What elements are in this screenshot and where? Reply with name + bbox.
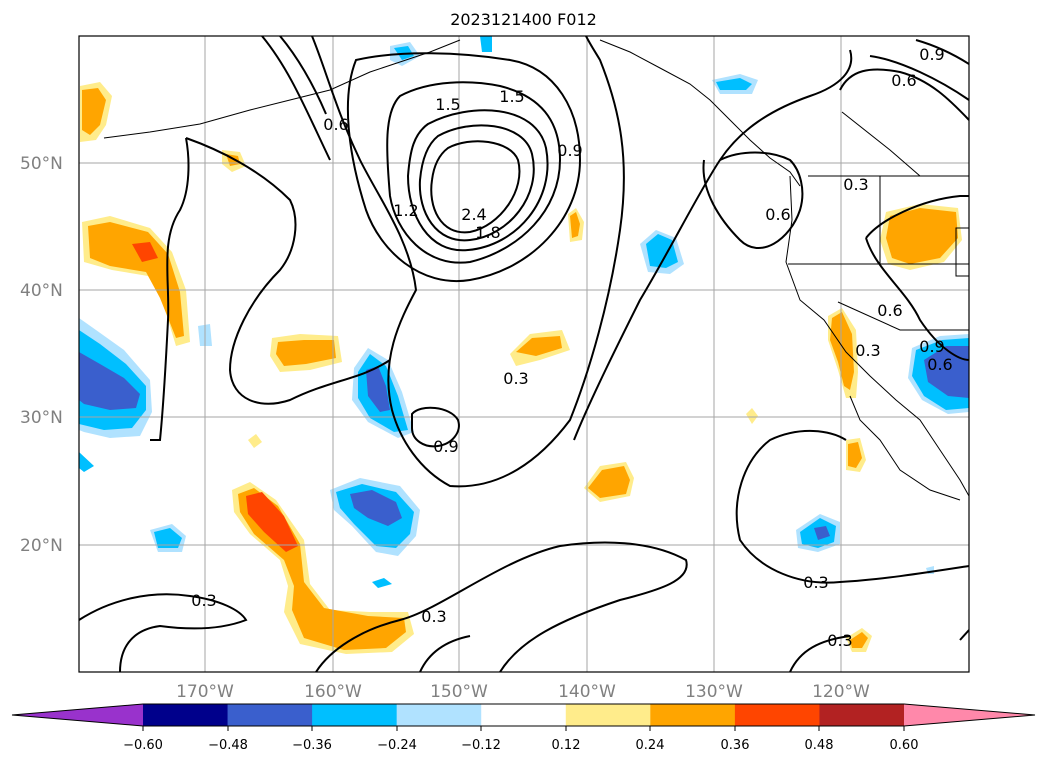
contour-label: 0.6 (927, 355, 952, 374)
colorbar-tick-label: −0.12 (461, 738, 501, 753)
colorbar: −0.60 −0.48 −0.36 −0.24 −0.12 0.12 0.24 … (11, 703, 1036, 753)
contour-label: 0.6 (765, 205, 790, 224)
longitude-labels: 170°W 160°W 150°W 140°W 130°W 120°W (176, 682, 870, 702)
contour-label: 1.2 (393, 201, 418, 220)
coastlines (103, 39, 969, 501)
colorbar-cell (650, 704, 736, 726)
gridlines (79, 36, 969, 672)
lat-label: 40°N (20, 281, 63, 301)
contour-label: 1.5 (435, 95, 460, 114)
colorbar-tick-label: 0.60 (890, 738, 919, 753)
contour-label: 0.9 (919, 337, 944, 356)
colorbar-ticks: −0.60 −0.48 −0.36 −0.24 −0.12 0.12 0.24 … (123, 738, 918, 753)
lon-label: 160°W (304, 682, 362, 702)
contour-label: 0.9 (433, 437, 458, 456)
colorbar-tick-label: 0.24 (636, 738, 665, 753)
lat-label: 50°N (20, 154, 63, 174)
colorbar-extend-left (12, 704, 143, 726)
colorbar-cells (143, 704, 905, 726)
lon-label: 130°W (685, 682, 743, 702)
map-layers: 1.5 1.5 0.6 0.9 1.2 2.4 1.8 0.9 0.6 0.6 … (79, 36, 969, 672)
contour-label: 0.3 (421, 607, 446, 626)
contour-label: 1.5 (499, 87, 524, 106)
contour-label: 0.3 (503, 369, 528, 388)
contour-label: 0.6 (323, 115, 348, 134)
lon-label: 170°W (176, 682, 234, 702)
colorbar-tick-label: −0.36 (292, 738, 332, 753)
colorbar-cell (143, 704, 229, 726)
colorbar-tick-label: 0.36 (721, 738, 750, 753)
contour-label: 0.6 (877, 301, 902, 320)
contour-label: 1.8 (475, 223, 500, 242)
lat-label: 30°N (20, 408, 63, 428)
contour-lines (79, 36, 969, 672)
lon-label: 140°W (558, 682, 616, 702)
contour-label: 0.3 (843, 175, 868, 194)
colorbar-tick-label: −0.60 (123, 738, 163, 753)
colorbar-tick-label: 0.48 (805, 738, 834, 753)
contour-label: 0.3 (827, 631, 852, 650)
lat-label: 20°N (20, 536, 63, 556)
colorbar-cell (481, 704, 567, 726)
colorbar-tick-label: −0.24 (377, 738, 417, 753)
contour-label: 0.9 (919, 45, 944, 64)
colorbar-tick-label: 0.12 (552, 738, 581, 753)
contour-label: 0.9 (557, 141, 582, 160)
contour-label: 0.3 (855, 341, 880, 360)
map-title: 2023121400 F012 (450, 10, 597, 29)
colorbar-extend-right (904, 704, 1035, 726)
colorbar-cell (396, 704, 482, 726)
colorbar-cell (819, 704, 905, 726)
colorbar-tick-marks (142, 726, 905, 731)
map-frame (78, 35, 970, 673)
colorbar-cell (565, 704, 651, 726)
colorbar-cell (734, 704, 820, 726)
contour-label: 0.3 (191, 591, 216, 610)
lon-label: 150°W (430, 682, 488, 702)
contour-label: 0.3 (803, 573, 828, 592)
colorbar-tick-label: −0.48 (208, 738, 248, 753)
contour-label: 2.4 (461, 205, 486, 224)
contour-label: 0.6 (891, 71, 916, 90)
latitude-labels: 50°N 40°N 30°N 20°N (20, 154, 63, 556)
colorbar-cell (227, 704, 313, 726)
contour-labels: 1.5 1.5 0.6 0.9 1.2 2.4 1.8 0.9 0.6 0.6 … (191, 45, 952, 650)
colorbar-cell (312, 704, 398, 726)
lon-label: 120°W (812, 682, 870, 702)
